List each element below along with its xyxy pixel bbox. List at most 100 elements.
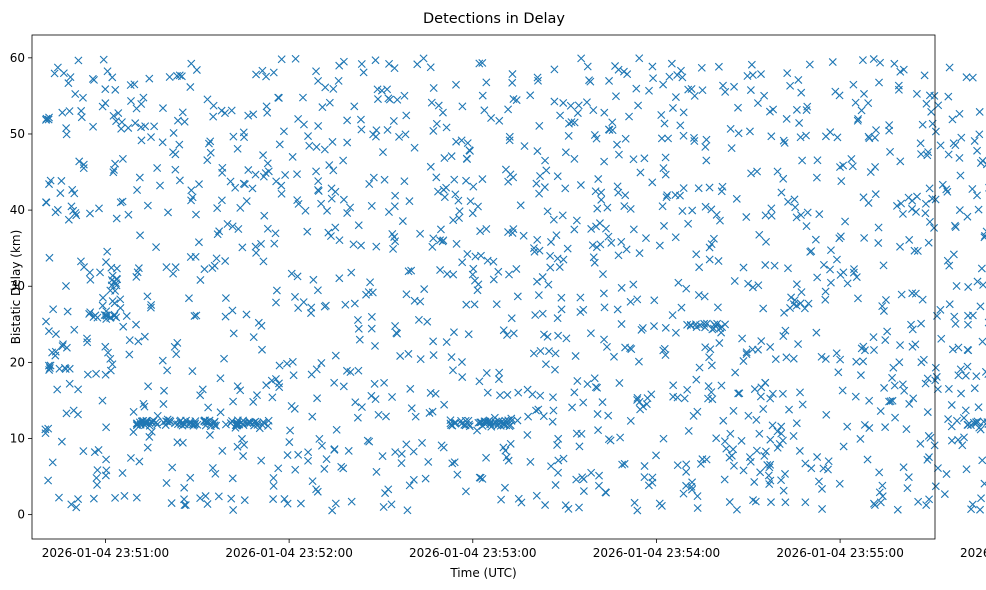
data-point bbox=[390, 64, 399, 73]
data-point bbox=[41, 115, 50, 124]
data-point bbox=[257, 456, 266, 465]
data-point bbox=[693, 407, 702, 416]
data-point bbox=[625, 112, 634, 121]
data-point bbox=[259, 257, 268, 266]
data-point bbox=[684, 426, 693, 435]
data-point bbox=[532, 406, 540, 415]
data-point bbox=[312, 142, 321, 151]
data-point bbox=[332, 425, 341, 434]
data-point bbox=[357, 60, 366, 68]
data-point bbox=[954, 343, 963, 352]
data-point bbox=[447, 152, 456, 161]
data-point bbox=[108, 271, 117, 280]
data-point bbox=[671, 328, 680, 337]
data-point bbox=[293, 196, 302, 205]
data-point bbox=[50, 69, 59, 78]
data-point bbox=[575, 442, 584, 451]
data-point bbox=[917, 319, 926, 328]
data-point bbox=[572, 429, 581, 438]
x-axis-label: Time (UTC) bbox=[449, 566, 516, 580]
data-point bbox=[599, 289, 608, 298]
data-point bbox=[871, 162, 880, 171]
data-point bbox=[331, 499, 340, 508]
data-point bbox=[687, 84, 696, 93]
data-point bbox=[554, 456, 563, 465]
data-point bbox=[180, 117, 189, 126]
data-point bbox=[883, 327, 892, 336]
data-point bbox=[787, 293, 796, 302]
data-point bbox=[819, 260, 828, 269]
data-point bbox=[543, 207, 552, 216]
data-point bbox=[561, 501, 570, 510]
data-point bbox=[792, 213, 801, 222]
data-point bbox=[506, 170, 515, 179]
data-point bbox=[669, 381, 678, 390]
data-point bbox=[309, 275, 318, 284]
data-point bbox=[165, 73, 174, 81]
data-point bbox=[507, 314, 516, 323]
data-point bbox=[507, 416, 516, 425]
data-point bbox=[428, 242, 437, 251]
data-point bbox=[679, 131, 688, 140]
data-point bbox=[954, 371, 963, 380]
data-point bbox=[283, 451, 292, 460]
data-point bbox=[826, 246, 835, 255]
data-point bbox=[325, 98, 334, 107]
data-point bbox=[544, 347, 553, 356]
data-point bbox=[160, 386, 169, 395]
data-point bbox=[458, 373, 467, 382]
data-point bbox=[576, 181, 585, 190]
data-point bbox=[798, 400, 807, 409]
data-point bbox=[42, 198, 51, 207]
data-point bbox=[714, 62, 723, 71]
data-point bbox=[869, 499, 878, 508]
data-point bbox=[722, 444, 731, 453]
data-point bbox=[508, 78, 517, 87]
data-point bbox=[400, 177, 409, 186]
data-point bbox=[955, 206, 964, 215]
data-point bbox=[275, 361, 284, 370]
data-point bbox=[221, 312, 230, 321]
data-point bbox=[374, 410, 383, 419]
data-point bbox=[598, 270, 607, 279]
data-point bbox=[796, 388, 804, 397]
data-point bbox=[474, 418, 483, 427]
data-point bbox=[550, 97, 559, 106]
data-point bbox=[346, 203, 355, 212]
data-point bbox=[308, 412, 317, 421]
data-point bbox=[242, 310, 251, 319]
data-point bbox=[859, 193, 868, 202]
data-point bbox=[958, 441, 967, 450]
data-point bbox=[898, 209, 907, 218]
data-point bbox=[132, 272, 141, 281]
data-point bbox=[158, 356, 167, 365]
data-point bbox=[713, 303, 722, 312]
data-point bbox=[251, 417, 260, 426]
data-point bbox=[67, 500, 76, 509]
data-point bbox=[262, 102, 271, 111]
data-point bbox=[167, 499, 176, 508]
data-point bbox=[589, 253, 598, 262]
data-point bbox=[789, 354, 798, 363]
data-point bbox=[523, 430, 532, 439]
data-point bbox=[434, 187, 443, 196]
data-point bbox=[782, 353, 791, 362]
data-point bbox=[264, 167, 273, 176]
data-point bbox=[85, 209, 94, 218]
data-point bbox=[683, 320, 692, 329]
data-point bbox=[936, 305, 945, 314]
data-point bbox=[169, 148, 177, 157]
data-point bbox=[964, 282, 973, 291]
data-point bbox=[813, 156, 822, 165]
data-point bbox=[605, 125, 614, 134]
data-point bbox=[753, 167, 762, 176]
data-point bbox=[380, 175, 389, 184]
data-point bbox=[853, 116, 862, 125]
data-point bbox=[742, 350, 751, 359]
data-point bbox=[67, 202, 76, 211]
data-point bbox=[739, 466, 748, 475]
data-point bbox=[591, 383, 600, 392]
data-point bbox=[101, 258, 110, 267]
data-point bbox=[419, 54, 428, 63]
data-point bbox=[414, 315, 423, 324]
